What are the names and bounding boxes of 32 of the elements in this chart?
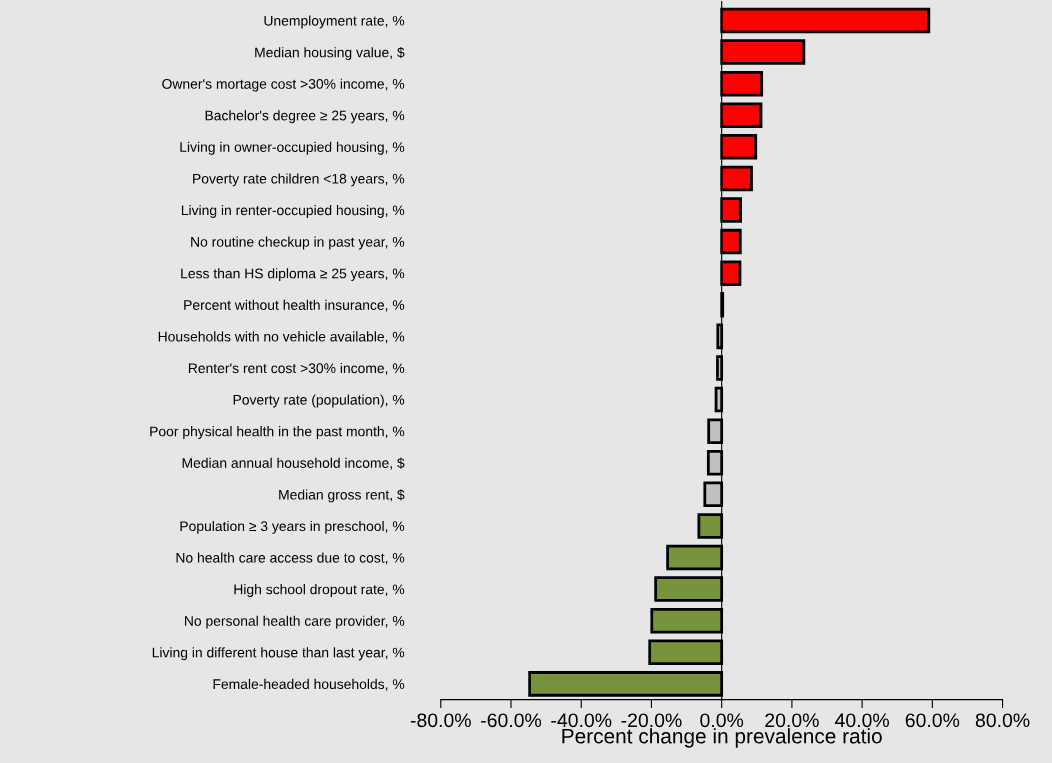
y-tick-label: Median annual household income, $ [182, 457, 405, 470]
x-tick-label: 40.0% [834, 713, 889, 728]
y-tick-label: Population ≥ 3 years in preschool, % [180, 520, 405, 534]
y-tick-label: Living in renter-occupied housing, % [181, 204, 405, 218]
y-tick-label: Less than HS diploma ≥ 25 years, % [181, 268, 405, 282]
x-tick-label: -80.0% [410, 713, 471, 728]
x-tick-label: -20.0% [621, 713, 682, 728]
x-tick-label: 60.0% [905, 713, 960, 728]
y-tick-label: No personal health care provider, % [185, 615, 405, 629]
x-tick-label: 20.0% [765, 713, 819, 728]
y-tick-label: Poverty rate (population), % [233, 394, 405, 408]
y-tick-label: Median gross rent, $ [279, 489, 405, 503]
y-tick-label: Poverty rate children <18 years, % [193, 173, 405, 187]
x-tick-label: -40.0% [551, 713, 612, 728]
x-tick-label: -60.0% [481, 713, 542, 728]
x-tick-label: 80.0% [975, 713, 1030, 728]
y-tick-label: Households with no vehicle available, % [158, 331, 405, 344]
x-tick-label: 0.0% [700, 713, 744, 728]
y-tick-label: Living in owner-occupied housing, % [180, 141, 405, 155]
y-tick-label: No health care access due to cost, % [176, 552, 405, 565]
y-tick-label: High school dropout rate, % [234, 584, 405, 598]
y-tick-label: Poor physical health in the past month, % [150, 426, 405, 440]
x-axis-title: Percent change in prevalence ratio [562, 728, 882, 748]
y-tick-label: Median housing value, $ [255, 46, 405, 61]
y-tick-label: Percent without health insurance, % [184, 299, 405, 312]
y-tick-label: Owner's mortage cost >30% income, % [162, 78, 405, 92]
y-tick-label: No routine checkup in past year, % [191, 236, 405, 250]
y-tick-label: Female-headed households, % [213, 678, 405, 691]
y-tick-label: Living in different house than last year, % [152, 647, 405, 661]
y-tick-label: Renter's rent cost >30% income, % [188, 362, 405, 375]
y-tick-label: Bachelor's degree ≥ 25 years, % [205, 110, 405, 124]
y-tick-label: Unemployment rate, % [264, 15, 405, 29]
